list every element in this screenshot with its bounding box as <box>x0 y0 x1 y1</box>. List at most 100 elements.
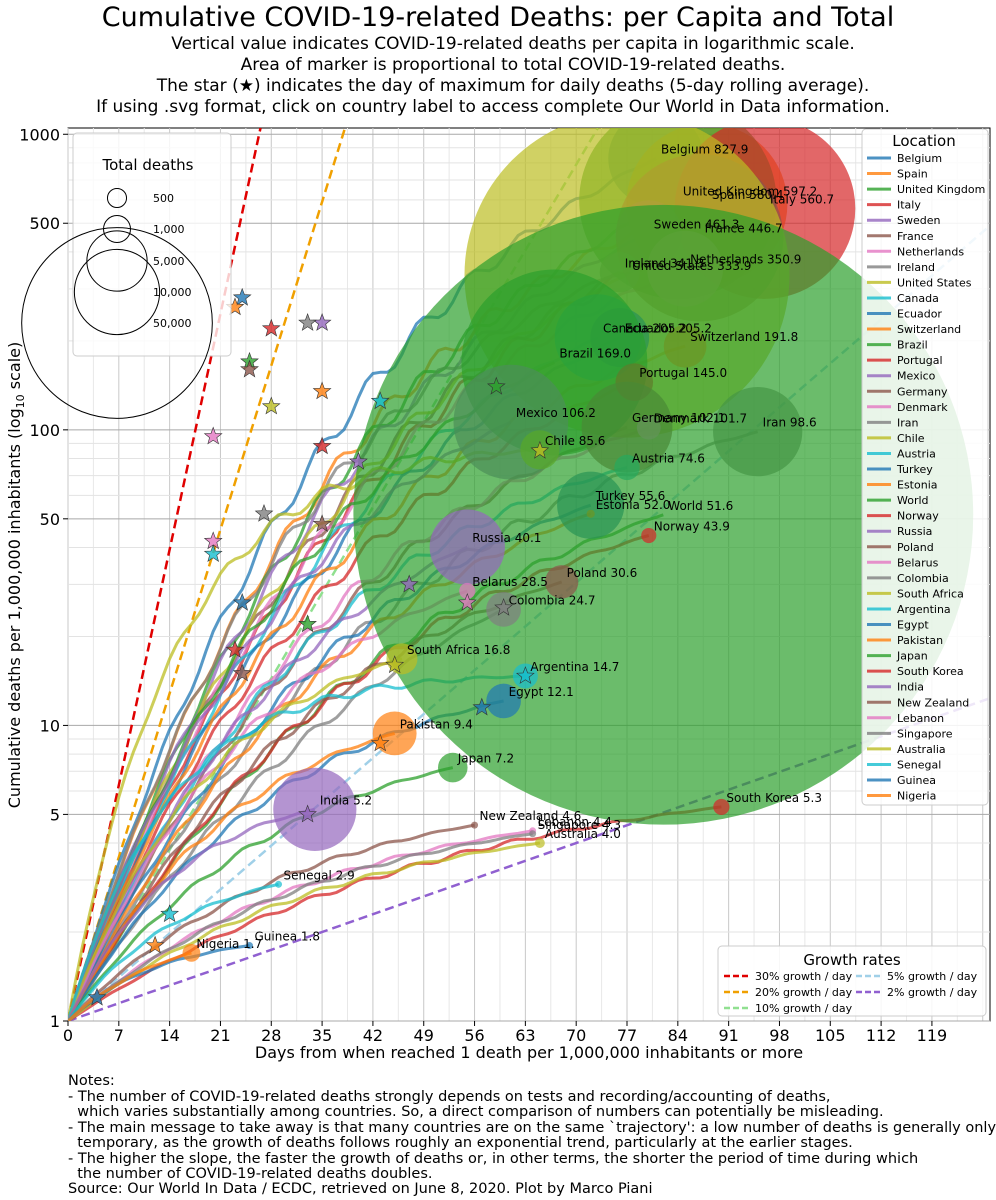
location-legend-entry: Belarus <box>897 556 939 569</box>
growth-legend-label: 5% growth / day <box>887 970 978 983</box>
end-label-portugal: Portugal 145.0 <box>639 366 727 380</box>
x-tick-label: 42 <box>363 1026 383 1045</box>
end-label-ecuador: Ecuador 205.2 <box>625 322 712 336</box>
star-south-africa <box>385 655 405 674</box>
end-label-egypt: Egypt 12.1 <box>509 685 574 699</box>
growth-legend-label: 20% growth / day <box>755 986 853 999</box>
end-label-austria: Austria 74.6 <box>632 451 705 465</box>
end-label-chile: Chile 85.6 <box>545 434 606 448</box>
note-line-7: the number of COVID-19-related deaths do… <box>68 1166 433 1182</box>
end-label-world: World 51.6 <box>668 499 733 513</box>
growth-legend-label: 10% growth / day <box>755 1002 853 1015</box>
series-line-japan <box>68 766 454 1021</box>
size-legend-box <box>72 132 232 357</box>
end-label-ireland: Ireland 341.3 <box>625 256 705 270</box>
end-label-colombia: Colombia 24.7 <box>509 593 596 607</box>
end-label-estonia: Estonia 52.0 <box>596 498 671 512</box>
size-legend-label: 500 <box>153 192 174 205</box>
end-label-belarus: Belarus 28.5 <box>472 575 548 589</box>
location-legend-entry: Austria <box>897 447 936 460</box>
x-tick-label: 70 <box>566 1026 586 1045</box>
location-legend-entry: Japan <box>896 650 928 663</box>
bubble-australia <box>534 838 545 848</box>
end-label-france: France 446.7 <box>705 222 783 236</box>
location-legend-entry: Portugal <box>897 354 943 367</box>
y-tick-label: 1 <box>50 1012 60 1031</box>
end-label-australia: Australia 4.0 <box>545 827 621 841</box>
y-tick-label: 50 <box>40 510 60 529</box>
x-tick-label: 14 <box>159 1026 179 1045</box>
x-tick-label: 28 <box>261 1026 281 1045</box>
star-argentina <box>515 666 535 684</box>
star-nigeria <box>145 935 165 954</box>
star-italy <box>261 318 281 337</box>
end-label-singapore: Singapore 4.3 <box>538 818 621 832</box>
size-legend: Total deaths 500 1,000 5,000 10,000 50,000 <box>21 132 232 419</box>
location-legend-entry: India <box>897 681 924 694</box>
star-guinea <box>87 987 107 1006</box>
end-label-denmark: Denmark 101.7 <box>654 412 747 426</box>
star-india <box>298 804 317 823</box>
x-tick-label: 7 <box>114 1026 124 1045</box>
location-legend-entry: Australia <box>897 743 946 756</box>
star-switzerland <box>312 381 332 400</box>
y-tick-label: 1000 <box>19 125 60 144</box>
end-label-united-states: United States 333.9 <box>632 259 751 273</box>
note-line-2: - The number of COVID-19-related deaths … <box>68 1089 831 1105</box>
growth-legend-label: 2% growth / day <box>887 986 978 999</box>
series-line-new-zealand <box>68 823 475 1021</box>
bubble-guinea <box>245 942 253 950</box>
bubble-world <box>353 204 974 825</box>
x-tick-label: 56 <box>464 1026 484 1045</box>
location-legend-entry: Mexico <box>897 370 936 383</box>
location-legend-entry: Sweden <box>897 214 940 227</box>
end-label-sweden: Sweden 461.3 <box>654 218 740 232</box>
star-russia <box>399 574 419 593</box>
bubble-south-korea <box>713 798 730 816</box>
end-label-india: India 5.2 <box>320 793 372 807</box>
location-legend-entry: Canada <box>897 292 939 305</box>
x-tick-label: 98 <box>769 1026 789 1045</box>
end-label-united-kingdom: United Kingdom 597.2 <box>683 184 817 198</box>
star-netherlands <box>203 426 223 445</box>
series-line-nigeria <box>68 951 192 1021</box>
location-legend-title: Location <box>892 132 955 150</box>
bubbles <box>182 128 974 962</box>
size-legend-label: 1,000 <box>153 223 185 236</box>
star-colombia <box>494 597 514 616</box>
end-label-guinea: Guinea 1.8 <box>254 930 319 944</box>
size-legend-marker <box>21 227 213 419</box>
location-legend-entry: Chile <box>897 432 925 445</box>
x-tick-label: 0 <box>63 1026 73 1045</box>
x-tick-label: 63 <box>515 1026 535 1045</box>
star-egypt <box>472 697 492 716</box>
end-label-iran: Iran 98.6 <box>763 416 817 430</box>
star-turkey <box>232 592 252 611</box>
subtitle-line-4: If using .svg format, click on country l… <box>96 97 890 117</box>
end-label-switzerland: Switzerland 191.8 <box>690 330 798 344</box>
end-label-south-africa: South Africa 16.8 <box>407 643 510 657</box>
location-legend-entry: South Korea <box>897 665 964 678</box>
x-tick-label: 91 <box>718 1026 738 1045</box>
note-source: Source: Our World In Data / ECDC, retrie… <box>68 1181 653 1197</box>
star-belarus <box>457 592 477 611</box>
subtitle-line-3: The star (★) indicates the day of maximu… <box>156 76 870 96</box>
subtitle-line-2: Area of marker is proportional to total … <box>240 55 786 75</box>
bubble-poland <box>544 565 579 599</box>
end-label-netherlands: Netherlands 350.9 <box>690 253 801 267</box>
location-legend-entry: Norway <box>897 510 939 523</box>
x-tick-label: 77 <box>617 1026 637 1045</box>
location-legend-entry: Estonia <box>897 479 938 492</box>
size-legend-marker <box>86 230 148 292</box>
star-brazil <box>486 376 506 395</box>
series-line-senegal <box>68 882 279 1021</box>
bubble-belarus <box>459 582 476 600</box>
series-line-singapore <box>68 832 533 1021</box>
size-legend-title: Total deaths <box>102 156 194 174</box>
y-tick-label: 10 <box>40 716 60 735</box>
x-tick-label: 35 <box>312 1026 332 1045</box>
location-legend-entry: Argentina <box>897 603 951 616</box>
end-label-brazil: Brazil 169.0 <box>559 346 631 360</box>
star-germany <box>312 514 332 532</box>
